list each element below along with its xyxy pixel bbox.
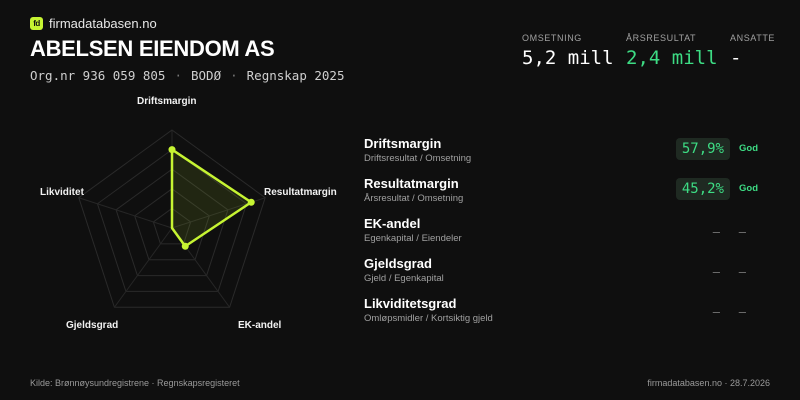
footer-site-date[interactable]: firmadatabasen.no · 28.7.2026	[647, 378, 770, 388]
metric-formula: Omløpsmidler / Kortsiktig gjeld	[364, 313, 493, 324]
metric-name: EK-andel	[364, 216, 421, 231]
metric-rating: –	[738, 304, 746, 319]
radar-point	[181, 242, 189, 250]
radar-label-driftsmargin: Driftsmargin	[137, 96, 197, 107]
metric-rating: –	[738, 224, 746, 239]
radar-grid-ring	[134, 188, 210, 261]
stat-value: 2,4 mill	[626, 47, 718, 69]
metric-name: Gjeldsgrad	[364, 256, 432, 271]
org-number: Org.nr 936 059 805	[30, 68, 166, 83]
stat-label: ÅRSRESULTAT	[626, 33, 697, 43]
radar-point	[247, 198, 255, 206]
stat-revenue: OMSETNING 5,2 mill	[522, 33, 614, 69]
brand-name[interactable]: firmadatabasen.no	[49, 16, 157, 31]
radar-label-gjeldsgrad: Gjeldsgrad	[66, 320, 119, 331]
metric-formula: Årsresultat / Omsetning	[364, 193, 464, 204]
radar-grid-ring	[78, 129, 266, 308]
separator: ·	[174, 68, 182, 83]
metric-value: 57,9%	[675, 138, 730, 160]
logo-icon: fd	[30, 17, 43, 30]
metric-name: Likviditetsgrad	[364, 296, 457, 311]
radar-spoke	[113, 227, 173, 308]
stat-label: OMSETNING	[522, 33, 582, 43]
radar-chart	[0, 80, 360, 360]
radar-grid-ring	[115, 168, 229, 277]
stat-value: 5,2 mill	[522, 47, 614, 69]
metric-row: Resultatmargin Årsresultat / Omsetning 4…	[364, 176, 774, 216]
metric-row: Driftsmargin Driftsresultat / Omsetning …	[364, 136, 774, 176]
radar-grid-ring	[96, 148, 248, 292]
brand: fd firmadatabasen.no	[30, 16, 157, 31]
city: BODØ	[191, 68, 222, 83]
metric-rating: –	[738, 264, 746, 279]
stat-label: ANSATTE	[730, 33, 776, 43]
radar-label-ek-andel: EK-andel	[238, 320, 282, 331]
stat-value: -	[730, 47, 742, 69]
radar-point	[168, 146, 176, 154]
metric-formula: Driftsresultat / Omsetning	[364, 153, 472, 164]
metric-rating: God	[739, 143, 758, 154]
company-meta: Org.nr 936 059 805 · BODØ · Regnskap 202…	[30, 68, 344, 83]
metric-row: Likviditetsgrad Omløpsmidler / Kortsikti…	[364, 296, 774, 336]
metric-value: –	[712, 264, 720, 279]
radar-svg	[78, 129, 266, 308]
radar-label-likviditet: Likviditet	[40, 187, 84, 198]
metric-rating: God	[739, 183, 758, 194]
report-period: Regnskap 2025	[246, 68, 345, 83]
metric-value: –	[712, 224, 720, 239]
stat-employees: ANSATTE -	[730, 33, 775, 69]
metric-formula: Gjeld / Egenkapital	[364, 273, 444, 284]
metric-value: 45,2%	[675, 178, 730, 200]
radar-spoke	[78, 197, 173, 229]
radar-data-area	[170, 148, 253, 248]
metric-row: EK-andel Egenkapital / Eiendeler – –	[364, 216, 774, 256]
stat-net-income: ÅRSRESULTAT 2,4 mill	[626, 33, 718, 69]
radar-grid-ring	[152, 207, 192, 245]
metric-value: –	[712, 304, 720, 319]
metric-name: Driftsmargin	[364, 136, 442, 151]
company-name: ABELSEN EIENDOM AS	[30, 36, 275, 61]
separator: ·	[230, 68, 238, 83]
metrics-list: Driftsmargin Driftsresultat / Omsetning …	[364, 136, 774, 336]
metric-name: Resultatmargin	[364, 176, 459, 191]
metric-formula: Egenkapital / Eiendeler	[364, 233, 462, 244]
footer-source: Kilde: Brønnøysundregistrene · Regnskaps…	[30, 378, 240, 388]
radar-label-resultatmargin: Resultatmargin	[264, 187, 337, 198]
metric-row: Gjeldsgrad Gjeld / Egenkapital – –	[364, 256, 774, 296]
